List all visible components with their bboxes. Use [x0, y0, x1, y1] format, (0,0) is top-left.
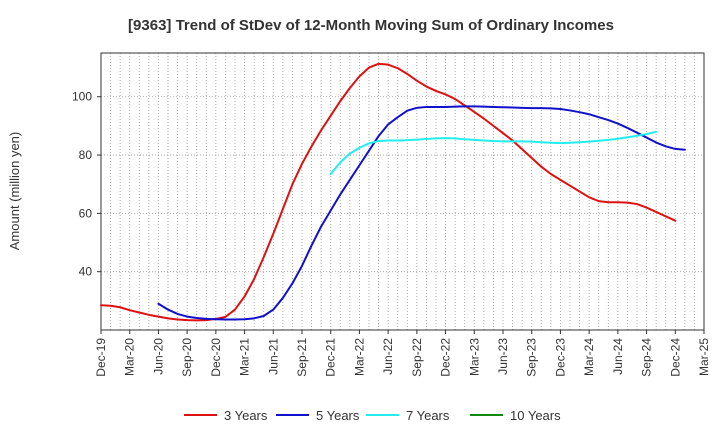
x-tick-label: Jun-24	[611, 338, 625, 375]
x-tick-label: Mar-23	[467, 338, 481, 376]
y-axis-label: Amount (million yen)	[7, 132, 22, 251]
x-tick-label: Mar-20	[123, 338, 137, 376]
x-tick-label: Dec-23	[553, 338, 567, 377]
x-tick-label: Sep-24	[640, 338, 654, 377]
x-tick-label: Dec-19	[94, 338, 108, 377]
grid-lines	[101, 53, 704, 330]
x-tick-label: Dec-22	[439, 338, 453, 377]
legend-label-3-years: 3 Years	[224, 408, 268, 423]
y-axis-ticks: 40 60 80 100	[72, 90, 101, 279]
legend-label-10-years: 10 Years	[510, 408, 561, 423]
x-tick-label: Jun-20	[151, 338, 165, 375]
x-tick-label: Jun-21	[266, 338, 280, 375]
x-tick-label: Sep-22	[410, 338, 424, 377]
y-tick-label: 40	[79, 265, 93, 279]
plot-area-frame	[100, 52, 705, 331]
x-tick-label: Sep-21	[295, 338, 309, 377]
x-tick-label: Jun-22	[381, 338, 395, 375]
series-lines	[100, 62, 686, 322]
series-line-5-years	[157, 105, 686, 321]
x-tick-label: Mar-25	[697, 338, 711, 376]
legend: 3 Years 5 Years 7 Years 10 Years	[184, 408, 561, 423]
series-line-7-years	[329, 130, 658, 176]
series-line-3-years	[100, 62, 677, 322]
x-tick-label: Mar-22	[352, 338, 366, 376]
x-tick-label: Mar-21	[238, 338, 252, 376]
x-tick-label: Jun-23	[496, 338, 510, 375]
chart-title: [9363] Trend of StDev of 12-Month Moving…	[128, 17, 614, 34]
y-tick-label: 80	[79, 148, 93, 162]
x-tick-label: Sep-23	[525, 338, 539, 377]
x-tick-label: Dec-20	[209, 338, 223, 377]
x-tick-label: Dec-21	[324, 338, 338, 377]
x-tick-label: Mar-24	[582, 338, 596, 376]
y-tick-label: 60	[79, 206, 93, 220]
y-tick-label: 100	[72, 90, 92, 104]
x-axis-ticks: Dec-19 Mar-20 Jun-20 Sep-20 Dec-20 Mar-21 Jun-…	[94, 330, 711, 377]
legend-label-7-years: 7 Years	[406, 408, 450, 423]
x-tick-label: Dec-24	[668, 338, 682, 377]
legend-label-5-years: 5 Years	[316, 408, 360, 423]
x-tick-label: Sep-20	[180, 338, 194, 377]
